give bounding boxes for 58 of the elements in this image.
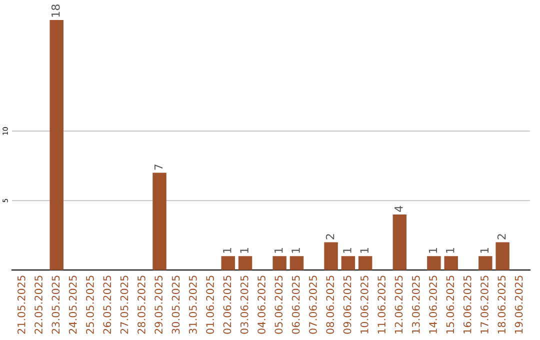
x-tick-label: 18.06.2025 [498, 276, 506, 334]
bar [444, 256, 458, 270]
x-tick-label: 21.05.2025 [17, 276, 26, 334]
x-tick-label: 23.05.2025 [52, 276, 60, 334]
data-label: 1 [274, 248, 283, 253]
data-label: 1 [480, 248, 488, 253]
bar [324, 242, 338, 270]
x-tick-label: 07.06.2025 [309, 276, 317, 334]
x-tick-label: 06.06.2025 [292, 276, 300, 334]
bar [272, 256, 286, 270]
bar [341, 256, 356, 270]
x-tick-label: 27.05.2025 [120, 276, 128, 334]
data-label: 1 [240, 248, 248, 253]
x-tick-label: 22.05.2025 [34, 276, 42, 334]
bar [478, 256, 492, 270]
x-tick-label: 31.05.2025 [188, 276, 197, 334]
x-tick-label: 04.06.2025 [258, 276, 266, 334]
bar [290, 256, 304, 270]
x-tick-label: 13.06.2025 [412, 276, 420, 334]
x-tick-label: 12.06.2025 [394, 276, 403, 334]
x-tick-label: 01.06.2025 [206, 276, 214, 334]
bar [392, 214, 407, 270]
x-tick-label: 24.05.2025 [68, 276, 77, 334]
data-label: 7 [154, 164, 163, 170]
data-label: 1 [292, 248, 300, 253]
x-tick-label: 14.06.2025 [429, 276, 437, 334]
bar [358, 256, 372, 270]
x-tick-label: 10.06.2025 [360, 276, 368, 334]
x-tick-label: 17.06.2025 [480, 276, 488, 334]
x-tick-label: 11.06.2025 [378, 276, 386, 334]
data-label: 1 [223, 248, 232, 253]
data-label: 2 [326, 234, 334, 240]
x-tick-label: 09.06.2025 [343, 276, 352, 334]
data-label: 1 [343, 248, 352, 253]
bar [50, 20, 64, 270]
bar [152, 172, 166, 270]
data-label: 4 [394, 206, 403, 212]
bar [496, 242, 510, 270]
x-tick-label: 03.06.2025 [240, 276, 248, 334]
data-label: 1 [360, 248, 368, 253]
x-tick-label: 08.06.2025 [326, 276, 334, 334]
x-tick-label: 28.05.2025 [138, 276, 146, 334]
x-tick-label: 29.05.2025 [154, 276, 163, 334]
x-tick-label: 30.05.2025 [172, 276, 180, 334]
data-label: 1 [428, 248, 438, 253]
x-tick-label: 15.06.2025 [446, 276, 454, 334]
bar [238, 256, 252, 270]
x-tick-label: 16.06.2025 [463, 276, 472, 334]
data-label: 2 [497, 234, 506, 240]
x-tick-label: 19.06.2025 [514, 276, 523, 334]
x-tick-label: 25.05.2025 [86, 276, 94, 334]
x-tick-label: 05.06.2025 [274, 276, 283, 334]
bar [221, 256, 235, 270]
x-tick-label: 02.06.2025 [223, 276, 232, 334]
data-label: 1 [446, 248, 454, 253]
x-tick-label: 26.05.2025 [103, 276, 112, 334]
data-label: 18 [51, 4, 60, 17]
bar [427, 256, 441, 270]
